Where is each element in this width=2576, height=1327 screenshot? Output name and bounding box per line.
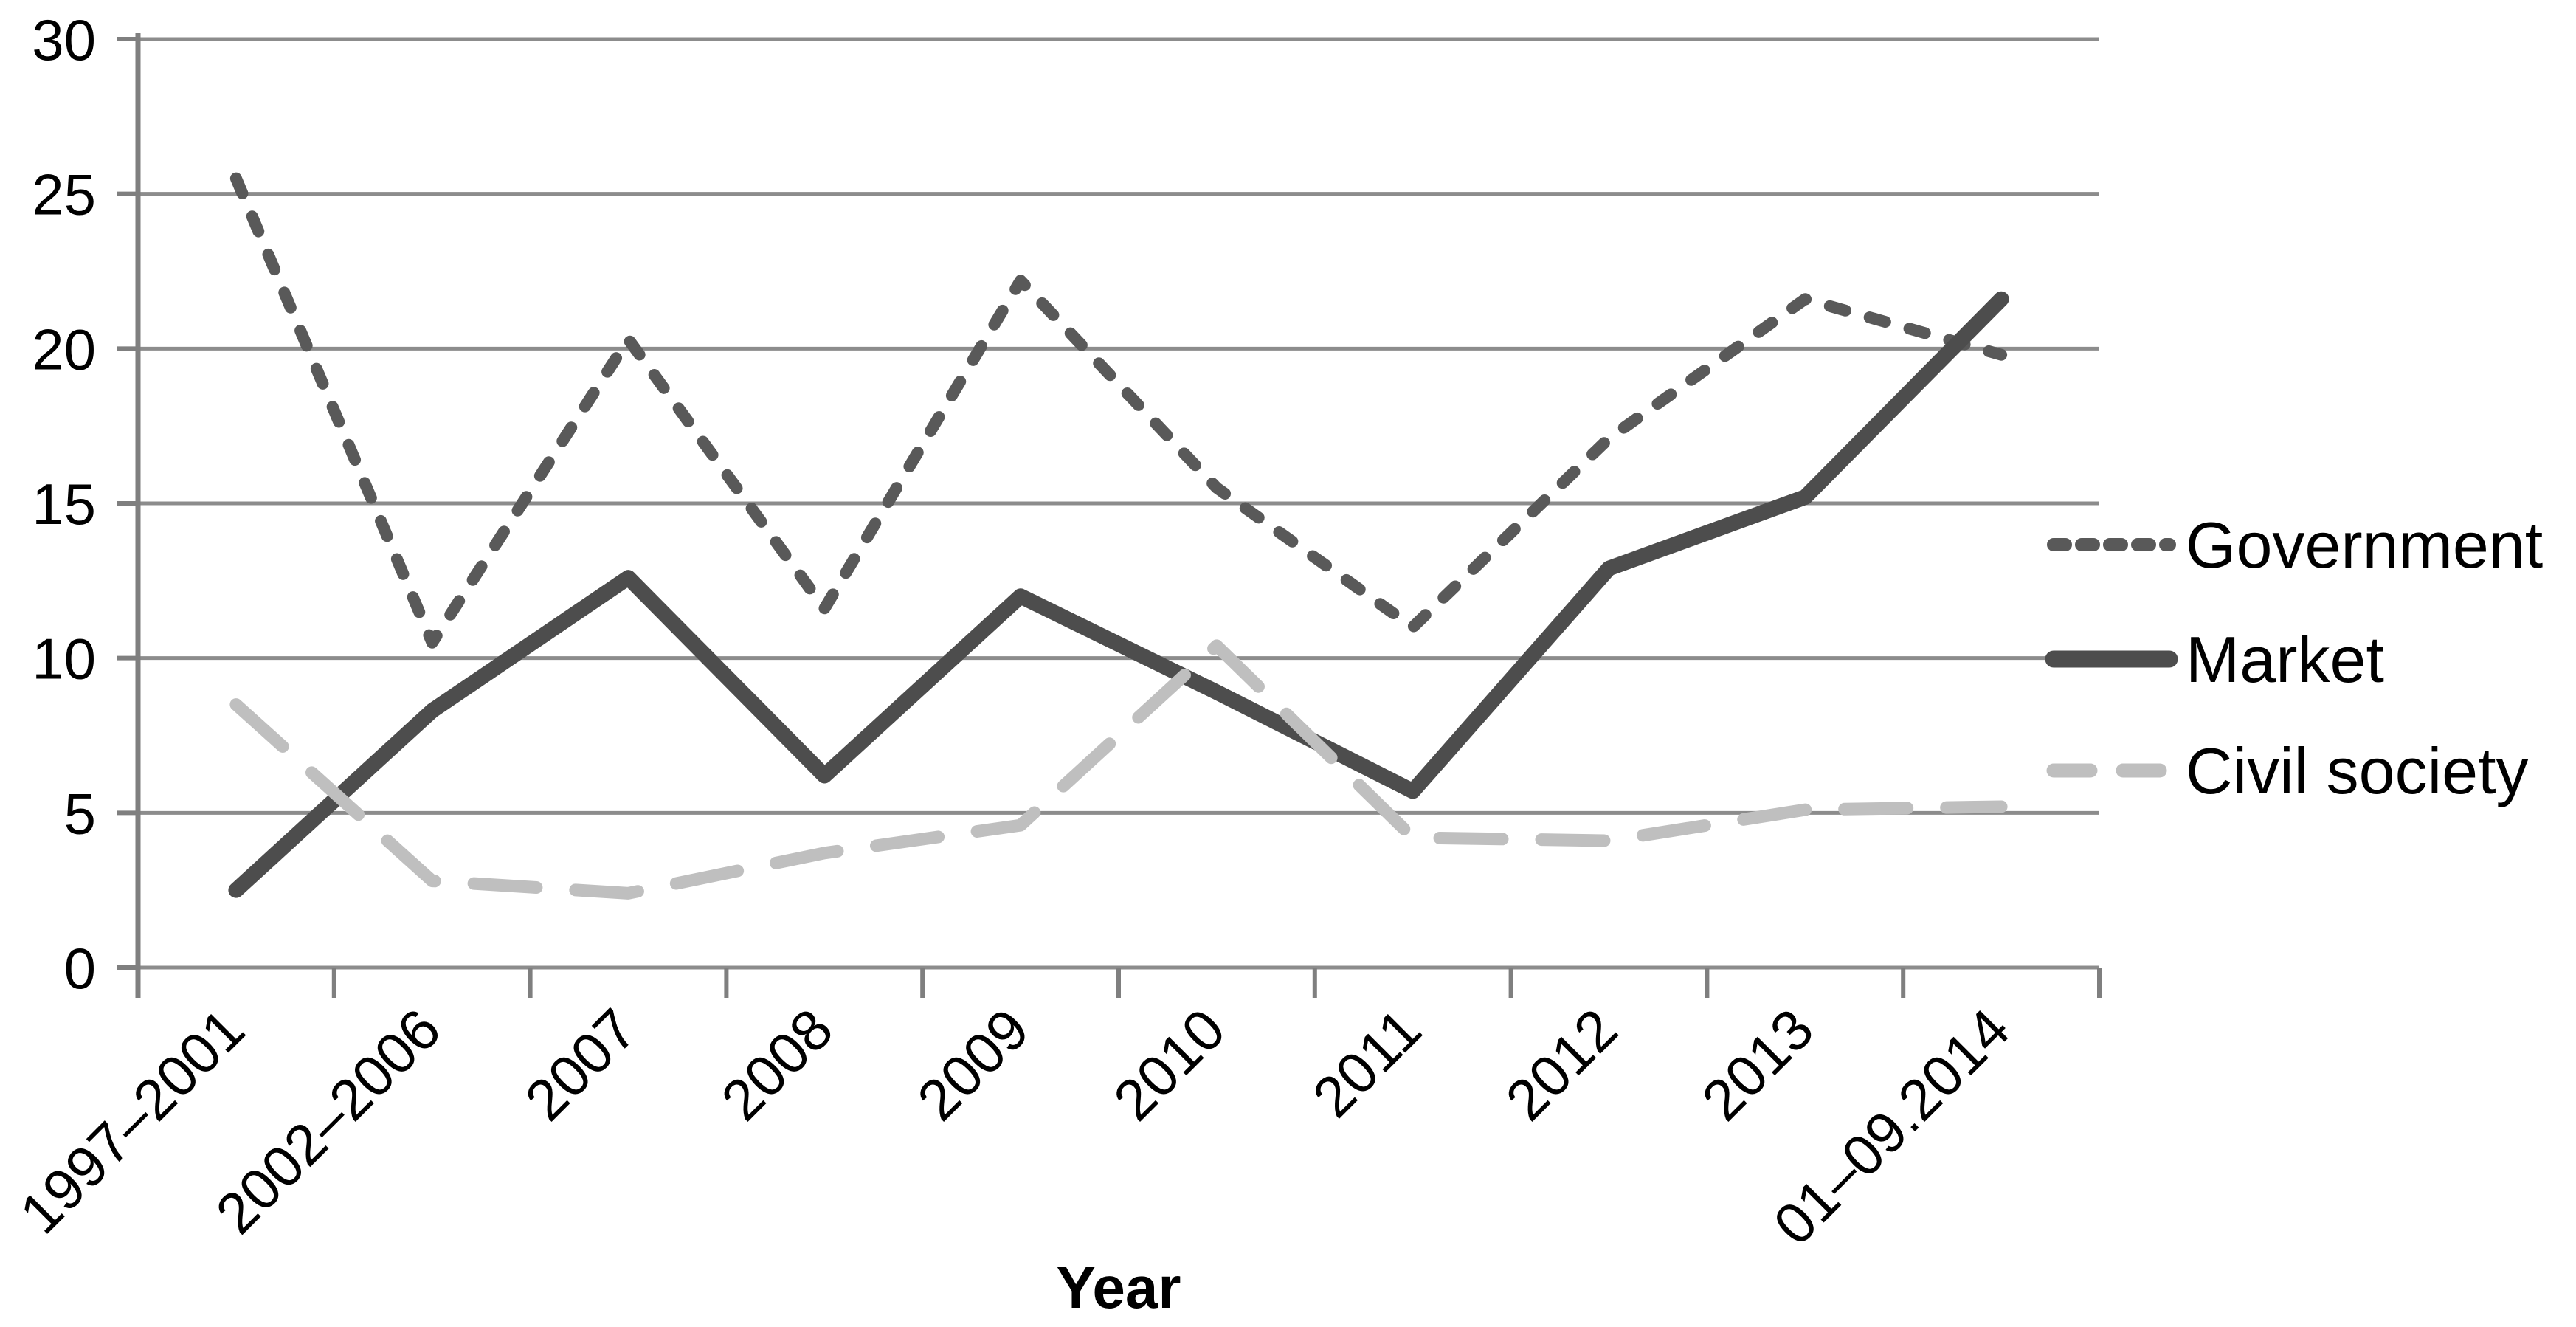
y-tick-label: 0 bbox=[64, 936, 96, 1001]
legend: Government Market Civil society bbox=[2045, 509, 2543, 807]
legend-label: Civil society bbox=[2186, 734, 2529, 807]
x-tick-label: 2008 bbox=[708, 996, 845, 1133]
series-line-government bbox=[229, 172, 2008, 649]
y-tick-label: 20 bbox=[32, 317, 96, 382]
series-line-market bbox=[228, 291, 2009, 898]
x-tick-label: 2007 bbox=[513, 996, 649, 1133]
y-tick-label: 10 bbox=[32, 627, 96, 692]
y-tick-label: 5 bbox=[64, 781, 96, 846]
x-tick-label: 2012 bbox=[1494, 996, 1630, 1133]
series-lines bbox=[228, 172, 2009, 900]
x-tick-label: 2009 bbox=[905, 996, 1041, 1133]
x-tick-label: 2011 bbox=[1300, 996, 1434, 1130]
legend-label: Market bbox=[2186, 623, 2384, 696]
y-tick-label: 25 bbox=[32, 162, 96, 227]
gridlines bbox=[138, 37, 2099, 970]
axes-and-ticks bbox=[117, 33, 2102, 998]
legend-label: Government bbox=[2186, 509, 2543, 582]
y-tick-label: 30 bbox=[32, 7, 96, 72]
y-tick-label: 15 bbox=[32, 472, 96, 537]
series-line-civil-society bbox=[229, 639, 2008, 900]
x-tick-label: 2013 bbox=[1689, 996, 1826, 1133]
x-tick-label: 2010 bbox=[1101, 996, 1237, 1133]
y-axis-labels: 0 5 10 15 20 25 30 bbox=[32, 7, 96, 1001]
x-axis-title: Year bbox=[1056, 1255, 1181, 1320]
